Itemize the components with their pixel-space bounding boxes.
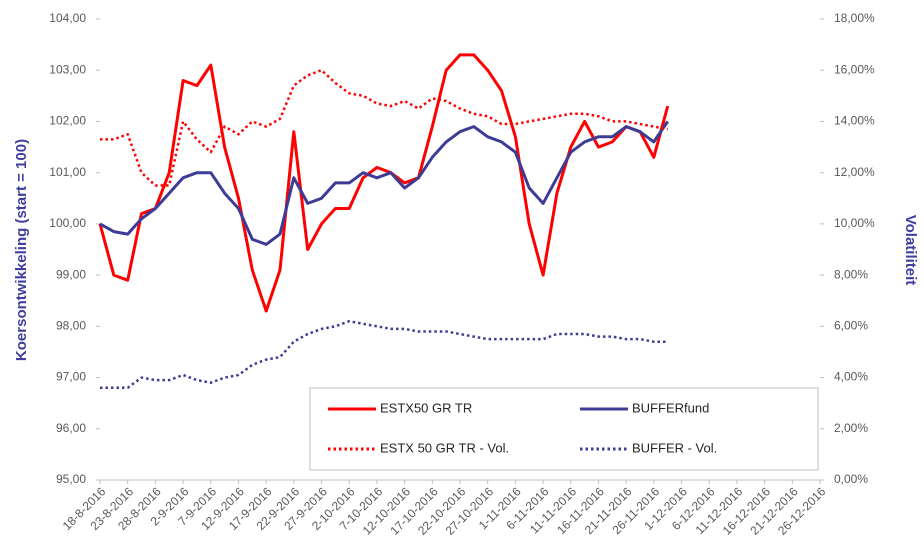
y-tick-label: 103,00 [49, 62, 86, 76]
y-tick-label: 100,00 [49, 216, 86, 230]
legend-label: BUFFERfund [632, 400, 709, 415]
y2-tick-label: 10,00% [834, 216, 875, 230]
y2-axis-title: Volatiliteit [902, 215, 919, 286]
y-tick-label: 95,00 [56, 472, 86, 486]
y-tick-label: 102,00 [49, 114, 86, 128]
series-line [100, 319, 668, 390]
series-line [98, 53, 670, 313]
y-axis-title: Koersontwikkeling (start = 100) [13, 139, 30, 361]
series-line [99, 120, 669, 246]
y-tick-label: 96,00 [56, 421, 86, 435]
y2-tick-label: 12,00% [834, 165, 875, 179]
y2-tick-label: 14,00% [834, 114, 875, 128]
y2-tick-label: 8,00% [834, 267, 868, 281]
legend-label: ESTX 50 GR TR - Vol. [380, 440, 509, 455]
y-tick-label: 104,00 [49, 11, 86, 25]
y2-tick-label: 2,00% [834, 421, 868, 435]
legend-box [309, 387, 819, 471]
y2-tick-label: 4,00% [834, 370, 868, 384]
y-tick-label: 101,00 [49, 165, 86, 179]
y2-tick-label: 18,00% [834, 11, 875, 25]
legend-label: ESTX50 GR TR [380, 400, 472, 415]
y2-tick-label: 6,00% [834, 319, 868, 333]
y-tick-label: 98,00 [56, 319, 86, 333]
y2-tick-label: 16,00% [834, 62, 875, 76]
y-tick-label: 99,00 [56, 267, 86, 281]
legend-label: BUFFER - Vol. [632, 440, 717, 455]
y2-tick-label: 0,00% [834, 472, 868, 486]
y-tick-label: 97,00 [56, 370, 86, 384]
